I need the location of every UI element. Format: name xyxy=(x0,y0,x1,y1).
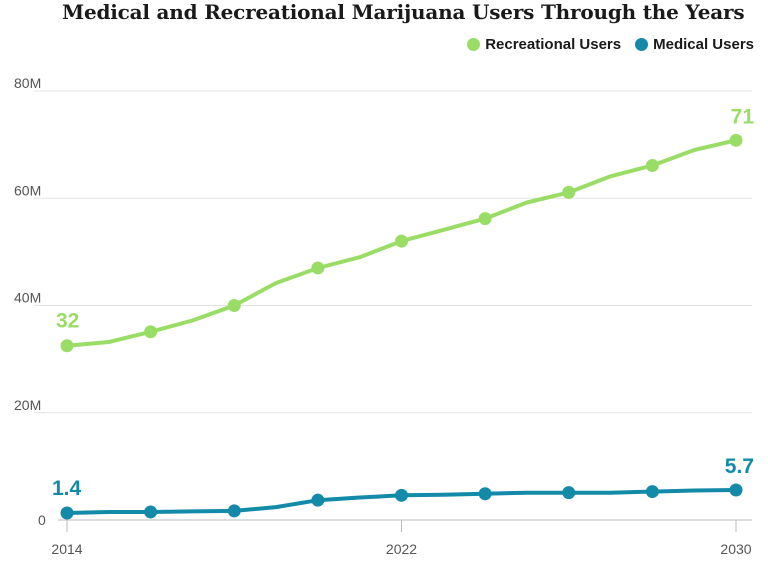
data-point-1 xyxy=(144,505,158,519)
data-point-0 xyxy=(478,212,492,226)
legend-swatch-recreational xyxy=(467,38,481,51)
end-value-label-0: 71 xyxy=(731,105,755,128)
data-point-1 xyxy=(645,485,659,499)
data-point-1 xyxy=(311,493,325,507)
data-point-1 xyxy=(729,483,743,497)
chart-title: Medical and Recreational Marijuana Users… xyxy=(62,0,745,24)
legend-label-recreational: Recreational Users xyxy=(485,36,622,53)
y-tick-label: 60M xyxy=(14,182,41,198)
end-value-label-1: 5.7 xyxy=(725,455,754,478)
data-point-0 xyxy=(227,299,241,312)
data-point-0 xyxy=(144,325,158,339)
legend-label-medical: Medical Users xyxy=(653,36,754,53)
y-tick-label: 40M xyxy=(14,290,41,306)
x-tick-label: 2022 xyxy=(386,541,417,557)
y-tick-label: 0 xyxy=(38,512,46,528)
data-point-1 xyxy=(395,488,408,502)
x-tick-label: 2014 xyxy=(51,541,82,557)
data-point-0 xyxy=(562,185,576,199)
start-value-label-1: 1.4 xyxy=(52,477,82,500)
data-point-1 xyxy=(562,486,576,500)
y-tick-label: 80M xyxy=(14,75,41,91)
legend-item-medical: Medical Users xyxy=(635,36,754,53)
data-point-0 xyxy=(60,339,74,353)
data-point-1 xyxy=(60,506,74,520)
legend: Recreational Users Medical Users xyxy=(467,36,754,53)
data-point-0 xyxy=(729,133,743,147)
start-value-label-0: 32 xyxy=(56,310,79,333)
data-point-1 xyxy=(227,504,241,518)
x-tick-label: 2030 xyxy=(720,541,751,557)
data-point-0 xyxy=(395,234,408,248)
data-point-0 xyxy=(311,261,325,275)
legend-item-recreational: Recreational Users xyxy=(467,36,621,53)
y-tick-label: 20M xyxy=(14,397,41,413)
legend-swatch-medical xyxy=(635,38,649,51)
data-point-0 xyxy=(645,159,659,173)
data-point-1 xyxy=(478,487,492,501)
